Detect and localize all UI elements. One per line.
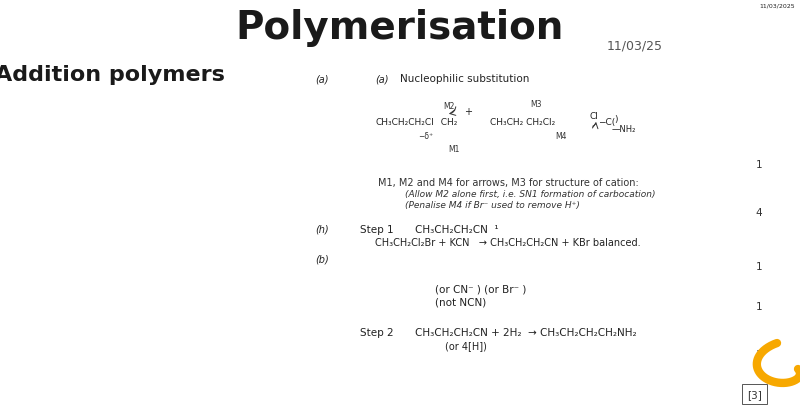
Text: (Allow M2 alone first, i.e. SN1 formation of carbocation): (Allow M2 alone first, i.e. SN1 formatio…	[405, 190, 655, 199]
Text: Step 1: Step 1	[360, 224, 394, 235]
Text: (a): (a)	[315, 74, 329, 84]
Text: −C(: −C(	[598, 118, 615, 127]
Text: CH₃CH₂ CH₂Cl₂: CH₃CH₂ CH₂Cl₂	[490, 118, 555, 127]
Text: (not NCN): (not NCN)	[435, 297, 486, 307]
Text: Cl: Cl	[590, 112, 599, 121]
Text: −δ⁺: −δ⁺	[418, 132, 433, 141]
Text: M1, M2 and M4 for arrows, M3 for structure of cation:: M1, M2 and M4 for arrows, M3 for structu…	[378, 178, 638, 188]
Text: (h): (h)	[315, 224, 329, 235]
Text: M3: M3	[530, 100, 542, 109]
Text: (b): (b)	[315, 254, 329, 264]
Text: +: +	[464, 107, 472, 117]
Text: M2: M2	[443, 102, 454, 111]
Text: (or CN⁻ ) (or Br⁻ ): (or CN⁻ ) (or Br⁻ )	[435, 284, 526, 294]
Text: 1: 1	[755, 349, 762, 359]
Text: —NH₂: —NH₂	[612, 125, 636, 134]
Text: CH₃CH₂CH₂CN + 2H₂  → CH₃CH₂CH₂CH₂NH₂: CH₃CH₂CH₂CN + 2H₂ → CH₃CH₂CH₂CH₂NH₂	[415, 327, 637, 337]
Text: 1: 1	[755, 301, 762, 311]
Text: [3]: [3]	[747, 389, 762, 399]
Text: Polymerisation: Polymerisation	[236, 9, 564, 47]
Text: CH₂: CH₂	[435, 118, 458, 127]
Text: (or 4[H]): (or 4[H])	[445, 340, 487, 350]
Text: Step 2: Step 2	[360, 327, 394, 337]
Text: 1: 1	[755, 159, 762, 170]
Text: (Penalise M4 if Br⁻ used to remove H⁺): (Penalise M4 if Br⁻ used to remove H⁺)	[405, 201, 580, 209]
Text: 4: 4	[755, 207, 762, 218]
Text: 1: 1	[755, 261, 762, 271]
Text: Addition polymers: Addition polymers	[0, 65, 225, 85]
Text: M1: M1	[448, 145, 459, 154]
Text: 11/03/25: 11/03/25	[607, 39, 663, 52]
Text: ): )	[614, 115, 618, 124]
Text: CH₃CH₂CH₂Cl: CH₃CH₂CH₂Cl	[375, 118, 434, 127]
Text: M4: M4	[555, 132, 566, 141]
Text: CH₃CH₂CH₂CN  ¹: CH₃CH₂CH₂CN ¹	[415, 224, 498, 235]
Text: (a): (a)	[375, 74, 389, 84]
Text: Nucleophilic substitution: Nucleophilic substitution	[400, 74, 530, 84]
Text: 11/03/2025: 11/03/2025	[759, 3, 795, 8]
Text: CH₃CH₂Cl₂Br + KCN   → CH₃CH₂CH₂CN + KBr balanced.: CH₃CH₂Cl₂Br + KCN → CH₃CH₂CH₂CN + KBr ba…	[375, 237, 641, 247]
